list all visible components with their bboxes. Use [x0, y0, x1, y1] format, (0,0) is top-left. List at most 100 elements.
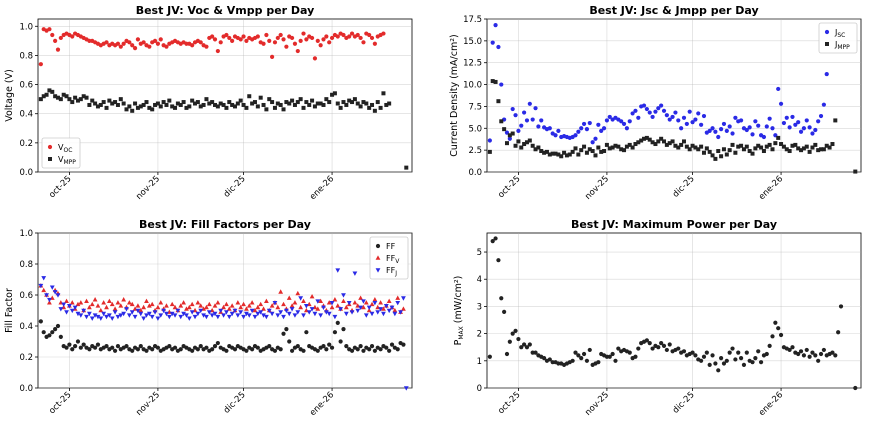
point-jmpp-last: [853, 169, 858, 174]
point-ffv: [255, 304, 261, 310]
point-jmpp: [664, 142, 669, 147]
point-ffj: [129, 310, 135, 315]
point-vmpp: [295, 100, 300, 105]
point-ffj: [152, 310, 158, 315]
point-jmpp: [701, 150, 706, 155]
point-ffv: [315, 306, 321, 311]
point-jsc: [684, 121, 689, 127]
point-jmpp: [599, 149, 604, 154]
point-ffj: [346, 300, 352, 306]
x-tick-label: ene-26: [757, 390, 785, 418]
point-voc: [55, 47, 61, 52]
point-ffv: [301, 298, 306, 303]
point-ff: [55, 323, 61, 329]
point-ffj: [98, 316, 104, 321]
point-vmpp: [73, 95, 78, 100]
point-jmpp: [636, 140, 641, 145]
point-vmpp: [135, 105, 140, 110]
point-pmax: [836, 330, 841, 335]
point-vmpp: [275, 101, 280, 106]
point-ffj: [161, 308, 167, 314]
point-ffj: [209, 313, 215, 318]
point-jsc: [590, 140, 595, 145]
point-jsc: [624, 126, 629, 131]
point-ffj: [72, 305, 78, 310]
point-voc: [295, 48, 300, 54]
point-jmpp: [639, 138, 644, 143]
point-vmpp: [310, 98, 315, 103]
point-ffj: [149, 314, 155, 320]
point-pmax: [804, 347, 809, 353]
point-ffv: [363, 300, 369, 305]
point-jsc: [716, 134, 721, 140]
point-vmpp: [81, 94, 86, 99]
point-jmpp: [770, 147, 775, 152]
point-ffv: [212, 303, 218, 308]
point-ffv: [278, 289, 284, 294]
point-voc: [141, 40, 146, 45]
point-jmpp: [804, 144, 809, 149]
point-ffv: [241, 301, 246, 307]
point-voc: [315, 38, 320, 43]
point-ffv: [275, 304, 281, 310]
point-jmpp: [687, 147, 692, 152]
point-ffj: [318, 313, 324, 318]
point-vmpp: [104, 105, 109, 110]
point-vmpp: [312, 104, 317, 109]
point-jsc: [733, 115, 738, 120]
point-jmpp: [507, 133, 512, 138]
point-vmpp: [118, 97, 123, 102]
point-ffj: [332, 314, 338, 320]
legend-label-ffj: FFJ: [386, 266, 397, 277]
point-vmpp: [87, 102, 92, 107]
point-vmpp: [235, 101, 240, 106]
point-voc: [53, 38, 58, 43]
point-vmpp: [130, 108, 135, 113]
point-pmax: [744, 350, 749, 355]
point-voc: [104, 40, 109, 45]
point-jsc: [793, 122, 798, 127]
point-voc: [130, 43, 135, 48]
point-jmpp: [696, 147, 701, 152]
point-ff: [389, 342, 395, 347]
point-vmpp: [147, 105, 152, 110]
point-jmpp: [593, 153, 598, 158]
point-ffv: [75, 301, 81, 307]
point-jsc: [601, 126, 607, 131]
point-jmpp: [733, 150, 738, 155]
point-jsc: [810, 131, 815, 136]
y-tick-label: 1.0: [19, 229, 33, 239]
point-pmax: [647, 341, 652, 346]
point-ffj: [204, 314, 209, 320]
point-ff: [167, 344, 172, 349]
point-ff: [115, 344, 121, 349]
point-vmpp: [387, 101, 392, 106]
point-vmpp: [384, 102, 389, 107]
point-vmpp: [184, 105, 189, 110]
x-tick-label: nov-25: [583, 174, 611, 202]
point-vmpp: [64, 94, 69, 99]
point-pmax: [607, 354, 612, 359]
point-jmpp: [667, 141, 672, 146]
point-pmax: [753, 355, 758, 361]
point-jsc: [679, 126, 684, 131]
y-tick-label: 0.8: [19, 260, 33, 270]
point-pmax: [613, 358, 618, 363]
x-tick-label: dic-25: [671, 174, 697, 200]
point-jmpp: [553, 151, 558, 156]
point-ffj: [189, 310, 195, 315]
point-ffj: [132, 314, 138, 320]
point-pmax-last: [853, 385, 858, 391]
point-ffj: [398, 310, 403, 315]
point-ff: [255, 345, 260, 350]
point-ffj: [281, 314, 286, 320]
point-ffv: [298, 304, 304, 310]
point-jsc: [524, 118, 530, 123]
point-ff: [395, 347, 400, 352]
y-tick-label: 0.2: [19, 139, 33, 149]
point-ffj: [89, 316, 95, 321]
y-tick-label: 0.0: [19, 384, 33, 394]
point-voc: [38, 62, 43, 67]
point-ff: [289, 348, 295, 353]
point-ffv: [126, 300, 132, 305]
